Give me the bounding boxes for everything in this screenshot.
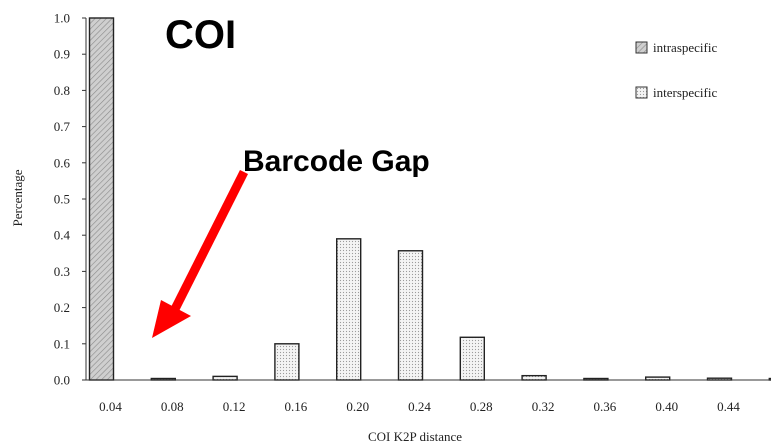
y-tick-label: 0.9 [54,47,70,62]
legend: intraspecific interspecific [635,40,717,100]
y-tick-label: 0.4 [54,228,71,243]
x-tick-label: 0.40 [655,399,678,414]
x-tick-label: 0.16 [285,399,308,414]
chart-title: COI [165,13,236,57]
x-tick-label: 0.44 [717,399,740,414]
x-tick-label: 0.28 [470,399,493,414]
bar-interspecific-0.24 [397,250,424,381]
y-tick-label: 1.0 [54,11,70,26]
bar-interspecific-0.16 [274,343,300,381]
y-axis-title: Percentage [10,169,25,226]
y-tick-label: 0.1 [54,336,70,351]
x-tick-label: 0.36 [594,399,617,414]
bar-interspecific-0.48 [768,377,771,381]
y-tick-label: 0.5 [54,192,70,207]
x-tick-label: 0.04 [99,399,122,414]
x-tick-label: 0.12 [223,399,246,414]
y-tick-label: 0.7 [54,119,71,134]
y-axis-ticks: 0.0 0.1 0.2 0.3 0.4 0.5 0.6 0.7 0.8 0.9 1.0 [54,11,86,388]
legend-label-interspecific: interspecific [653,85,717,100]
bar-intraspecific-0.04 [88,17,115,381]
y-tick-label: 0.8 [54,83,70,98]
x-tick-label: 0.20 [346,399,369,414]
x-tick-label: 0.08 [161,399,184,414]
red-arrow-icon [152,169,249,338]
y-tick-label: 0.3 [54,264,70,279]
x-tick-label: 0.24 [408,399,431,414]
y-tick-label: 0.6 [54,155,71,170]
x-axis-ticks: 0.04 0.08 0.12 0.16 0.20 0.24 0.28 0.32 0.36 0.40… [99,399,740,414]
legend-swatch-intraspecific [635,41,648,54]
y-tick-label: 0.2 [54,300,70,315]
x-axis-title: COI K2P distance [368,429,462,444]
legend-label-intraspecific: intraspecific [653,40,717,55]
bars [88,17,771,381]
x-tick-label: 0.32 [532,399,555,414]
legend-swatch-interspecific [635,86,648,99]
bar-interspecific-0.28 [459,336,485,381]
y-tick-label: 0.0 [54,373,70,388]
bar-interspecific-0.12 [212,375,238,381]
bar-interspecific-0.32 [521,374,547,381]
barcode-gap-label: Barcode Gap [243,145,430,178]
bar-interspecific-0.20 [336,238,362,381]
